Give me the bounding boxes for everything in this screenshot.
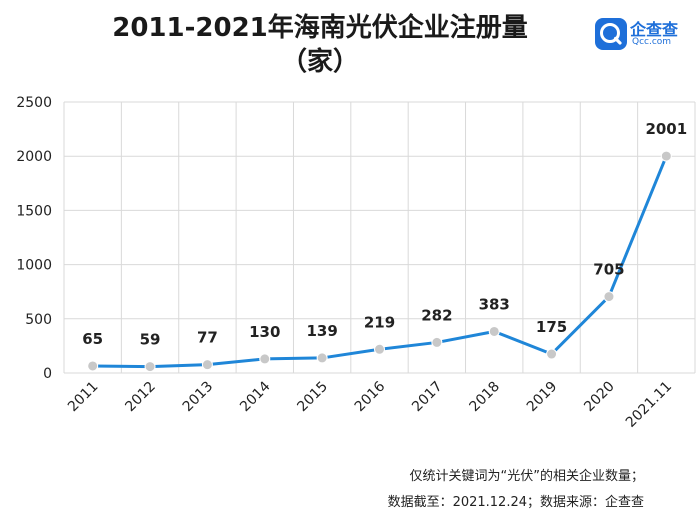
chart-grid (63, 101, 696, 374)
qcc-logo-icon (595, 18, 627, 50)
y-tick-label: 1000 (16, 258, 52, 274)
x-tick-label: 2020 (581, 379, 618, 416)
series-markers (87, 150, 672, 373)
footnote-source: 数据截至：2021.12.24；数据来源：企查查 (387, 495, 644, 510)
data-label: 65 (82, 330, 103, 348)
data-label: 705 (593, 261, 624, 279)
data-point (603, 291, 615, 303)
data-point (316, 352, 328, 364)
x-tick-label: 2014 (237, 378, 274, 415)
logo-name-cn: 企查查 (630, 20, 679, 39)
data-point (144, 361, 156, 373)
data-label: 219 (364, 313, 395, 331)
data-point (201, 359, 213, 371)
y-tick-label: 0 (43, 366, 52, 382)
data-point (431, 336, 443, 348)
x-tick-label: 2021.11 (623, 379, 675, 431)
chart-title-line2: （家） (280, 47, 359, 77)
y-tick-label: 2500 (16, 95, 52, 111)
x-tick-label: 2017 (409, 379, 446, 416)
x-tick-label: 2016 (352, 378, 389, 415)
x-tick-label: 2013 (180, 379, 217, 416)
data-point (259, 353, 271, 365)
data-point (374, 343, 385, 355)
data-point (660, 150, 672, 162)
data-label: 139 (306, 322, 337, 340)
brand-logo: 企查查 Qcc.com (594, 14, 694, 54)
data-label: 59 (140, 331, 161, 349)
logo-name-en: Qcc.com (632, 37, 672, 47)
y-tick-label: 500 (25, 312, 52, 328)
data-label: 282 (421, 306, 452, 324)
x-tick-label: 2019 (524, 379, 561, 416)
data-label: 77 (197, 329, 218, 347)
data-point (488, 325, 500, 337)
x-tick-label: 2012 (122, 379, 159, 416)
data-labels: 65 59 77 130 139 219 282 383 175 705 2001 (82, 120, 687, 349)
y-tick-label: 1500 (16, 203, 52, 219)
data-label: 383 (479, 295, 510, 313)
data-point (87, 360, 99, 372)
data-label: 2001 (645, 120, 687, 138)
x-tick-label: 2018 (467, 379, 504, 416)
y-tick-label: 2000 (16, 149, 52, 165)
footnote-scope: 仅统计关键词为“光伏”的相关企业数量； (409, 469, 644, 484)
data-label: 130 (249, 323, 280, 341)
x-tick-label: 2015 (294, 379, 331, 416)
y-axis-ticks: 0 500 1000 1500 2000 2500 (16, 95, 52, 382)
x-axis-ticks: 2011 2012 2013 2014 2015 2016 2017 2018 2019 2020… (65, 378, 675, 430)
x-tick-label: 2011 (65, 379, 102, 416)
data-label: 175 (536, 318, 567, 336)
data-point (546, 348, 558, 360)
chart-title-line1: 2011-2021年海南光伏企业注册量 (112, 13, 528, 43)
